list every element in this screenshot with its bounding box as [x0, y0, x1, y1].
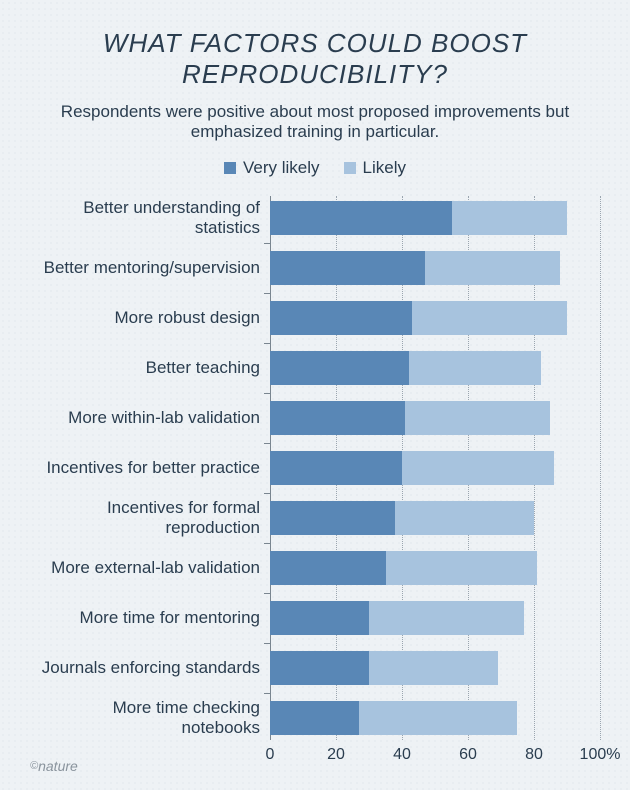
category-label: More time for mentoring [30, 601, 260, 635]
bar-segment-very_likely [270, 651, 369, 685]
x-tick-label: 20 [327, 746, 345, 764]
bar-segment-very_likely [270, 551, 386, 585]
bar-segment-likely [452, 201, 568, 235]
bar-segment-likely [409, 351, 541, 385]
bar-segment-very_likely [270, 201, 452, 235]
bar-row: Better understanding of statistics [270, 201, 600, 235]
y-tick [264, 443, 270, 444]
bar-segment-likely [369, 651, 498, 685]
bar-row: Better teaching [270, 351, 600, 385]
y-tick [264, 343, 270, 344]
legend-label: Likely [363, 158, 406, 178]
credit: ©nature [30, 758, 78, 774]
bar-row: Better mentoring/supervision [270, 251, 600, 285]
bar-segment-very_likely [270, 351, 409, 385]
y-tick [264, 293, 270, 294]
legend-item-very-likely: Very likely [224, 158, 320, 178]
bar-segment-likely [402, 451, 554, 485]
category-label: More time checking notebooks [30, 701, 260, 735]
bar-segment-very_likely [270, 401, 405, 435]
legend-item-likely: Likely [344, 158, 406, 178]
category-label: Journals enforcing standards [30, 651, 260, 685]
x-tick-label: 0 [266, 746, 275, 764]
legend: Very likely Likely [30, 158, 600, 178]
category-label: Incentives for formal reproduction [30, 501, 260, 535]
y-tick [264, 543, 270, 544]
bar-segment-very_likely [270, 501, 395, 535]
bar-row: Incentives for formal reproduction [270, 501, 600, 535]
category-label: Better teaching [30, 351, 260, 385]
chart-title: WHAT FACTORS COULD BOOST REPRODUCIBILITY… [30, 28, 600, 90]
bar-row: More robust design [270, 301, 600, 335]
chart-subtitle: Respondents were positive about most pro… [30, 102, 600, 142]
swatch-icon [224, 162, 236, 174]
bar-row: Incentives for better practice [270, 451, 600, 485]
bar-row: More time for mentoring [270, 601, 600, 635]
legend-label: Very likely [243, 158, 320, 178]
bar-segment-very_likely [270, 451, 402, 485]
bar-segment-likely [386, 551, 538, 585]
y-tick [264, 643, 270, 644]
category-label: More within-lab validation [30, 401, 260, 435]
swatch-icon [344, 162, 356, 174]
bar-row: More within-lab validation [270, 401, 600, 435]
y-tick [264, 243, 270, 244]
x-tick-label: 100% [580, 746, 621, 764]
bar-segment-likely [405, 401, 550, 435]
y-tick [264, 493, 270, 494]
y-tick [264, 593, 270, 594]
bar-row: Journals enforcing standards [270, 651, 600, 685]
bar-row: More time checking notebooks [270, 701, 600, 735]
bar-segment-very_likely [270, 301, 412, 335]
bar-segment-very_likely [270, 251, 425, 285]
bar-segment-very_likely [270, 701, 359, 735]
x-tick-label: 60 [459, 746, 477, 764]
bar-segment-likely [412, 301, 567, 335]
bar-segment-likely [369, 601, 524, 635]
bar-chart: 020406080100%Better understanding of sta… [270, 196, 600, 740]
bar-segment-likely [359, 701, 517, 735]
gridline [600, 196, 601, 740]
category-label: More robust design [30, 301, 260, 335]
x-tick-label: 80 [525, 746, 543, 764]
bar-segment-likely [425, 251, 560, 285]
category-label: Better understanding of statistics [30, 201, 260, 235]
bar-segment-very_likely [270, 601, 369, 635]
y-tick [264, 693, 270, 694]
category-label: Incentives for better practice [30, 451, 260, 485]
y-tick [264, 393, 270, 394]
bar-segment-likely [395, 501, 534, 535]
category-label: More external-lab validation [30, 551, 260, 585]
category-label: Better mentoring/supervision [30, 251, 260, 285]
bar-row: More external-lab validation [270, 551, 600, 585]
x-tick-label: 40 [393, 746, 411, 764]
